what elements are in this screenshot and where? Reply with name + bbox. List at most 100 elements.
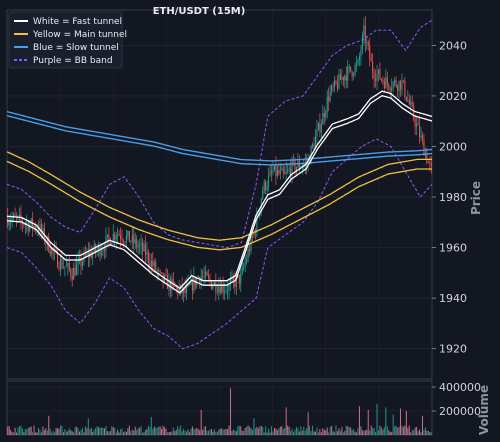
candle-body: [281, 168, 283, 171]
volume-bar: [383, 427, 385, 435]
volume-bar: [310, 431, 312, 435]
candle-body: [314, 136, 317, 149]
volume-bar: [268, 428, 270, 435]
volume-layer: [7, 388, 432, 435]
candle-body: [46, 236, 48, 243]
volume-bar: [364, 430, 366, 435]
volume-bar: [342, 432, 344, 435]
volume-bar: [200, 409, 202, 435]
candle-body: [417, 123, 419, 125]
candle-body: [114, 233, 116, 240]
volume-bar: [196, 427, 198, 435]
volume-bar: [247, 425, 249, 435]
volume-bar: [297, 428, 299, 435]
volume-bar: [377, 430, 380, 435]
candle-body: [188, 283, 190, 285]
candle-body: [130, 241, 132, 243]
candle-body: [295, 166, 297, 171]
volume-bar: [429, 431, 431, 435]
volume-bar: [146, 429, 148, 435]
volume-bar: [281, 426, 283, 435]
volume-bar: [348, 427, 350, 435]
candle-body: [109, 238, 111, 246]
candle-body: [288, 168, 290, 171]
volume-bar: [39, 429, 41, 435]
candle-body: [419, 124, 421, 137]
volume-bar: [68, 428, 70, 435]
candle-body: [334, 80, 336, 87]
candle-body: [216, 291, 218, 293]
volume-bar: [37, 427, 40, 435]
volume-bar: [350, 427, 352, 435]
volume-bar: [169, 431, 171, 435]
volume-bar: [316, 427, 318, 435]
candle-body: [65, 265, 67, 267]
volume-bar: [369, 430, 371, 435]
candle-body: [219, 286, 221, 294]
volume-bar: [109, 431, 111, 435]
candle-body: [272, 170, 274, 173]
candle-body: [92, 252, 94, 258]
volume-bar: [133, 430, 135, 435]
candle-body: [377, 69, 380, 74]
candle-body: [228, 283, 230, 291]
volume-bar: [394, 426, 396, 435]
y-tick-label: 1920: [439, 343, 467, 356]
candle-body: [172, 279, 174, 283]
volume-bar: [128, 425, 130, 435]
candle-body: [140, 243, 142, 246]
candle-body: [407, 99, 409, 101]
volume-bar: [221, 428, 223, 435]
volume-bar: [158, 426, 160, 435]
volume-bar: [345, 425, 347, 435]
candle-body: [222, 284, 224, 292]
volume-bar: [143, 432, 145, 435]
candle-body: [262, 190, 264, 199]
volume-bar: [250, 428, 252, 435]
candle-body: [96, 249, 98, 252]
volume-bar: [153, 426, 155, 435]
candle-body: [235, 276, 237, 288]
volume-bar: [62, 432, 64, 435]
volume-bar: [291, 428, 293, 435]
volume-bar: [177, 426, 179, 435]
candle-body: [168, 279, 170, 289]
candle-body: [379, 69, 381, 80]
candle-body: [131, 234, 133, 242]
volume-bar: [392, 414, 394, 435]
volume-bar: [379, 425, 381, 435]
candle-body: [215, 281, 217, 293]
candle-body: [331, 85, 333, 93]
volume-bar: [405, 411, 407, 435]
legend: White = Fast tunnel Yellow = Main tunnel B…: [8, 11, 127, 69]
candle-body: [128, 230, 130, 243]
candle-body: [57, 251, 59, 268]
bb-upper-line: [6, 19, 433, 249]
volume-bar: [61, 425, 63, 435]
candle-body: [139, 245, 141, 247]
candle-body: [375, 78, 377, 81]
candle-body: [342, 77, 344, 81]
volume-bar: [65, 431, 67, 435]
volume-bar: [266, 432, 268, 435]
candle-body: [287, 170, 289, 172]
candle-body: [290, 168, 292, 176]
candle-body: [120, 235, 122, 239]
volume-bar: [358, 406, 360, 435]
main-tunnel-line-upper: [6, 151, 432, 241]
volume-bar: [426, 430, 428, 435]
volume-bar: [290, 431, 292, 435]
volume-bar: [11, 432, 13, 435]
volume-bar: [216, 431, 218, 435]
candle-body: [202, 276, 204, 278]
volume-bar: [282, 429, 284, 435]
volume-bar: [241, 430, 243, 435]
volume-bar: [144, 430, 147, 435]
volume-bar: [86, 428, 88, 435]
candle-body: [410, 102, 412, 105]
volume-bar: [99, 427, 101, 435]
volume-bar: [40, 432, 42, 435]
volume-bar: [212, 431, 214, 435]
volume-bar: [156, 427, 158, 435]
candle-body: [196, 278, 198, 286]
